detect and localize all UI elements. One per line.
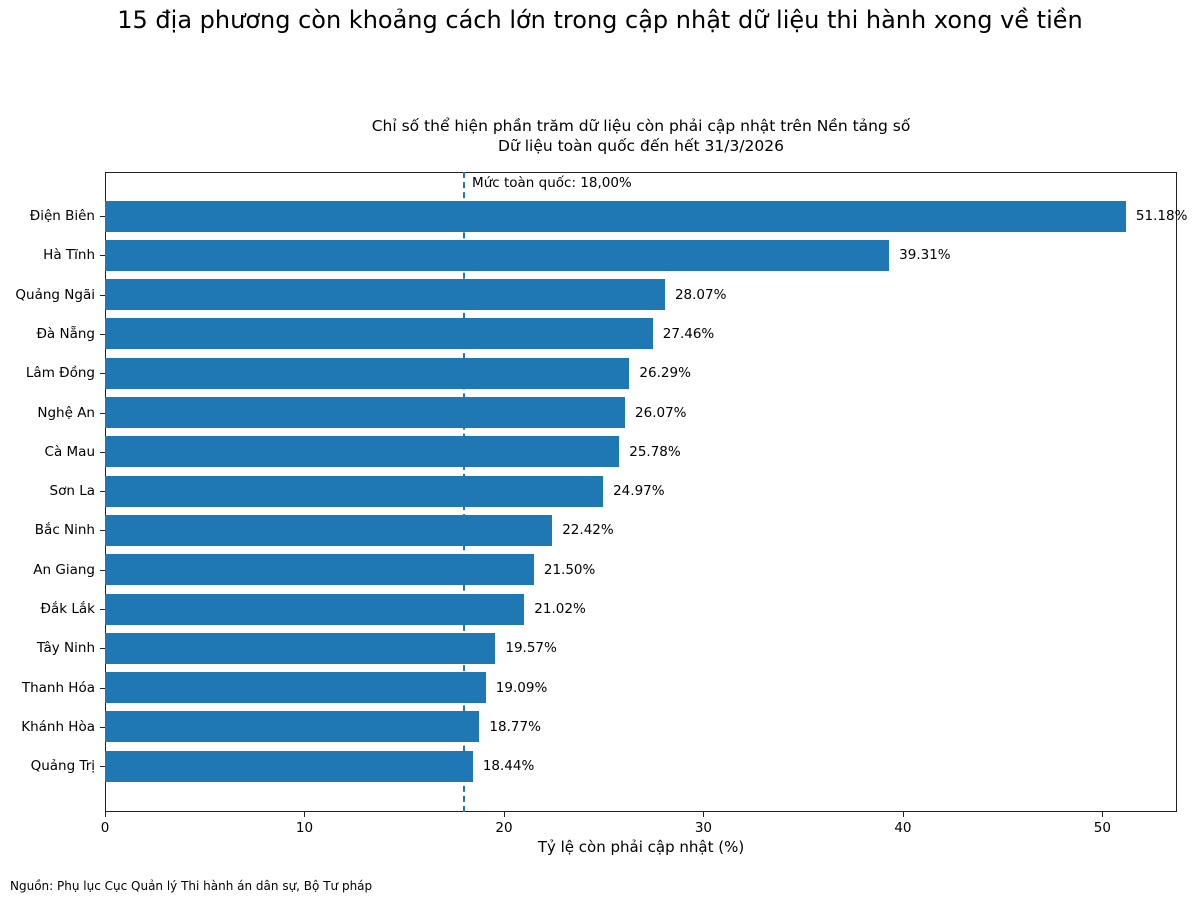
x-tick xyxy=(902,812,904,817)
bar-value-label: 25.78% xyxy=(629,443,681,460)
bar-value-label: 22.42% xyxy=(562,522,614,539)
bar-value-label: 19.57% xyxy=(505,640,557,657)
bar xyxy=(105,397,626,428)
national-average-label: Mức toàn quốc: 18,00% xyxy=(472,175,632,191)
source-note: Nguồn: Phụ lục Cục Quản lý Thi hành án d… xyxy=(10,879,373,893)
bar xyxy=(105,200,1126,232)
y-tick-label: Quảng Ngãi xyxy=(15,286,95,303)
y-tick-label: Quảng Trị xyxy=(30,758,95,775)
bar xyxy=(105,750,473,782)
x-tick-label: 40 xyxy=(894,820,912,836)
bar xyxy=(105,672,486,704)
bar xyxy=(105,357,630,389)
y-tick-label: Nghệ An xyxy=(37,404,95,421)
bar-value-label: 28.07% xyxy=(674,286,727,303)
bar xyxy=(105,711,480,743)
y-tick-label: Đà Nẵng xyxy=(36,325,95,342)
bar xyxy=(105,514,553,546)
y-tick xyxy=(100,294,105,296)
y-tick xyxy=(100,451,105,453)
x-tick xyxy=(105,812,106,817)
bar-value-label: 19.09% xyxy=(495,679,548,696)
y-tick xyxy=(100,687,105,689)
y-tick xyxy=(100,333,105,335)
y-tick-label: Điện Biên xyxy=(29,208,95,224)
chart-subtitle: Chỉ số thể hiện phần trăm dữ liệu còn ph… xyxy=(105,116,1177,156)
x-axis-label: Tỷ lệ còn phải cập nhật (%) xyxy=(537,838,745,856)
x-tick-label: 10 xyxy=(295,820,314,836)
bar-value-label: 39.31% xyxy=(899,247,951,264)
subtitle-line-1: Chỉ số thể hiện phần trăm dữ liệu còn ph… xyxy=(371,117,911,135)
y-tick-label: An Giang xyxy=(33,561,95,578)
chart-suptitle: 15 địa phương còn khoảng cách lớn trong … xyxy=(117,6,1083,34)
x-tick-label: 20 xyxy=(495,820,513,836)
bar-value-label: 18.77% xyxy=(489,718,541,735)
bar-value-label: 26.07% xyxy=(635,404,687,421)
x-tick xyxy=(503,812,505,817)
y-tick-label: Hà Tĩnh xyxy=(43,247,95,264)
y-tick-label: Cà Mau xyxy=(44,443,95,460)
bar-value-label: 51.18% xyxy=(1135,208,1188,224)
bar xyxy=(105,593,525,625)
y-tick xyxy=(100,373,105,375)
x-tick-label: 30 xyxy=(694,820,713,836)
bar xyxy=(105,632,496,664)
bar-value-label: 18.44% xyxy=(482,758,535,775)
y-tick-label: Đắk Lắk xyxy=(40,601,95,617)
y-tick xyxy=(100,609,105,610)
y-tick-label: Sơn La xyxy=(49,483,95,500)
y-tick-label: Lâm Đồng xyxy=(25,365,95,382)
x-tick-label: 50 xyxy=(1093,820,1111,836)
y-tick xyxy=(100,491,105,493)
bar xyxy=(105,475,604,507)
x-tick xyxy=(1102,812,1104,817)
y-tick xyxy=(100,412,105,414)
y-tick xyxy=(100,569,105,571)
bar xyxy=(105,554,534,586)
y-tick-label: Thanh Hóa xyxy=(21,679,95,696)
national-average-line xyxy=(463,172,466,812)
bar-value-label: 21.02% xyxy=(534,601,586,617)
y-tick-label: Khánh Hòa xyxy=(21,718,95,735)
x-tick-label: 0 xyxy=(100,820,110,836)
bar-value-label: 21.50% xyxy=(543,561,596,578)
bar-value-label: 26.29% xyxy=(639,365,691,382)
subtitle-line-2: Dữ liệu toàn quốc đến hết 31/3/2026 xyxy=(498,137,784,155)
y-tick-label: Tây Ninh xyxy=(36,640,95,657)
y-tick xyxy=(100,766,105,768)
x-tick xyxy=(304,812,306,817)
bar xyxy=(105,318,653,350)
y-tick xyxy=(100,726,105,728)
bar xyxy=(105,436,620,468)
x-tick xyxy=(703,812,705,817)
y-tick xyxy=(100,648,105,650)
bar-value-label: 24.97% xyxy=(613,483,665,500)
y-tick xyxy=(100,530,105,532)
y-tick xyxy=(100,255,105,257)
y-tick xyxy=(100,216,105,217)
y-tick-label: Bắc Ninh xyxy=(34,522,95,539)
bar xyxy=(105,239,890,271)
bar xyxy=(105,279,665,311)
bar-value-label: 27.46% xyxy=(662,325,715,342)
